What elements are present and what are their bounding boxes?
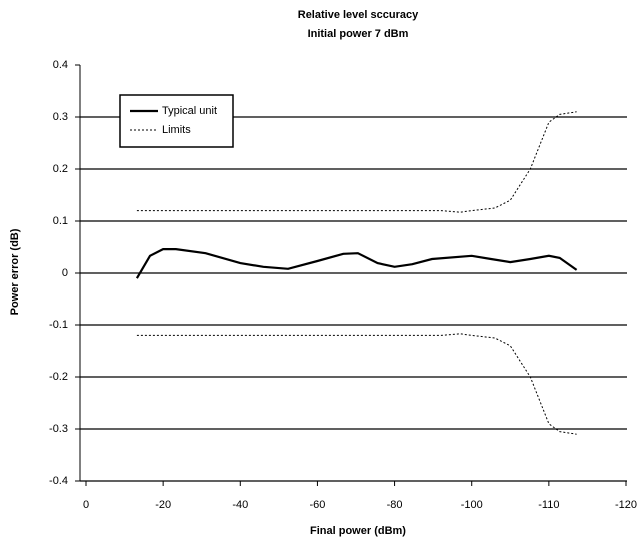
x-tick-label: -40 [232,499,248,511]
chart-title: Relative level sccuracy [298,9,419,21]
x-tick-label: -110 [538,499,559,511]
x-tick-label: 0 [83,499,89,511]
y-tick-label: -0.2 [49,371,68,383]
x-tick-label: -20 [155,499,171,511]
x-tick-label: -60 [309,499,325,511]
y-tick-label: 0.4 [53,59,68,71]
x-tick-label: -80 [387,499,403,511]
series-line [136,333,577,435]
legend-label: Limits [162,124,191,136]
chart-subtitle: Initial power 7 dBm [308,28,409,40]
y-tick-label: -0.1 [49,319,68,331]
x-tick-label: -120 [615,499,637,511]
y-tick-label: 0 [62,267,68,279]
y-tick-label: 0.3 [53,111,68,123]
series-line [135,248,578,279]
y-tick-label: 0.2 [53,163,68,175]
y-tick-label: -0.3 [49,423,68,435]
y-axis-label: Power error (dB) [9,228,21,315]
x-axis-label: Final power (dBm) [310,525,406,537]
y-tick-label: 0.1 [53,215,68,227]
series-line [136,111,577,213]
legend-box [119,94,234,148]
x-tick-label: -100 [461,499,483,511]
legend: Typical unit Limits [119,94,234,148]
y-tick-label: -0.4 [49,475,68,487]
legend-label: Typical unit [162,105,217,117]
